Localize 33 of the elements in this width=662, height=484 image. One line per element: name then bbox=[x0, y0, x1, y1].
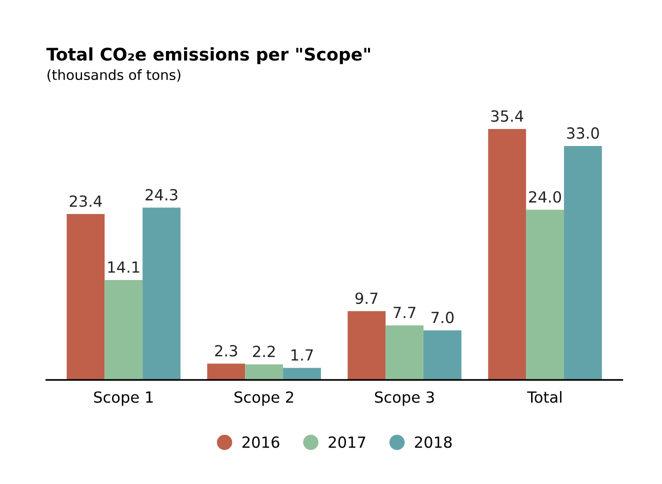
chart-title: Total CO₂e emissions per "Scope" bbox=[46, 47, 370, 64]
bar bbox=[424, 330, 462, 380]
data-label: 35.4 bbox=[491, 110, 524, 122]
data-label: 14.1 bbox=[108, 262, 140, 273]
bar bbox=[348, 311, 386, 380]
bar bbox=[66, 214, 105, 380]
bar bbox=[386, 325, 424, 380]
x-tick-label: Scope 3 bbox=[374, 391, 434, 406]
data-label: 7.0 bbox=[432, 312, 454, 324]
legend-label: 2018 bbox=[414, 436, 452, 448]
chart-subtitle: (thousands of tons) bbox=[48, 69, 180, 82]
legend-label: 2017 bbox=[328, 436, 366, 448]
bar bbox=[283, 368, 321, 380]
bar bbox=[142, 208, 180, 380]
x-tick-label: Total bbox=[527, 391, 562, 403]
data-label: 24.0 bbox=[529, 191, 562, 203]
bar bbox=[564, 146, 602, 380]
data-label: 1.7 bbox=[292, 349, 313, 361]
data-label: 7.7 bbox=[394, 306, 416, 318]
bar bbox=[245, 364, 284, 380]
data-label: 2.3 bbox=[215, 344, 238, 357]
data-label: 33.0 bbox=[567, 127, 599, 139]
bar bbox=[526, 210, 564, 380]
bar bbox=[104, 280, 143, 380]
data-label: 24.3 bbox=[146, 188, 178, 201]
x-tick-label: Scope 1 bbox=[94, 391, 153, 406]
data-label: 9.7 bbox=[355, 292, 378, 304]
data-label: 23.4 bbox=[70, 195, 102, 207]
x-tick-label: Scope 2 bbox=[234, 391, 294, 406]
bar bbox=[207, 364, 246, 380]
legend-label: 2016 bbox=[242, 436, 280, 448]
data-label: 2.2 bbox=[253, 346, 275, 357]
bar bbox=[488, 128, 526, 380]
